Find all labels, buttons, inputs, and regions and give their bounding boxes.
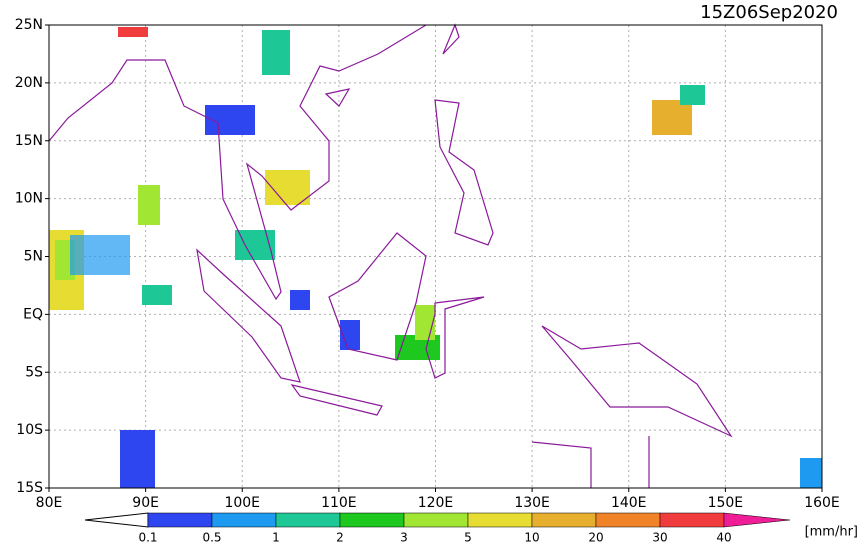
sulawesi (425, 296, 485, 379)
lat-label: 10S (16, 422, 43, 438)
colorbar-units: [mm/hr] (805, 525, 858, 540)
lat-label: 5S (25, 364, 43, 380)
colorbar-label: 3 (400, 531, 408, 544)
colorbar-label: 0.1 (138, 531, 157, 544)
rain-area (70, 235, 130, 275)
title: 15Z06Sep2020 (700, 2, 838, 23)
sumatra (196, 248, 301, 383)
lon-label: 80E (36, 495, 63, 511)
colorbar-box (147, 512, 213, 528)
coastline (48, 24, 427, 301)
lon-label: 110E (321, 495, 357, 511)
colorbar-box (531, 512, 597, 528)
colorbar-label: 10 (524, 531, 539, 544)
lon-label: 120E (418, 495, 454, 511)
colorbar-label: 5 (464, 531, 472, 544)
philippines (434, 99, 494, 246)
lon-label: 140E (611, 495, 647, 511)
rain-area (415, 305, 435, 340)
new-guinea (541, 325, 733, 438)
rain-area (290, 290, 310, 310)
rain-area (138, 185, 160, 225)
australia (531, 441, 592, 488)
rain-area (680, 85, 705, 105)
lon-label: 90E (132, 495, 159, 511)
lat-label: 20N (15, 75, 43, 91)
colorbar-high (723, 512, 791, 528)
colorbar-label: 0.5 (202, 531, 221, 544)
colorbar-box (595, 512, 661, 528)
rain-area (142, 285, 172, 305)
lat-label: 10N (15, 191, 43, 207)
precipitation (49, 27, 822, 488)
lon-label: 100E (224, 495, 260, 511)
lon-label: 160E (804, 495, 840, 511)
colorbar-label: 40 (716, 531, 731, 544)
hainan (324, 88, 351, 107)
lat-label: 15N (15, 133, 43, 149)
rain-area (120, 430, 155, 488)
colorbar-box (275, 512, 341, 528)
colorbar-box (339, 512, 405, 528)
axis-labels: 80E 90E 100E 110E 120E 130E 140E 150E 160E 25N 20N… (15, 17, 840, 511)
colorbar-label: 30 (652, 531, 667, 544)
lon-label: 130E (514, 495, 550, 511)
lat-label: 25N (15, 17, 43, 33)
taiwan (442, 23, 460, 55)
colorbar-box (659, 512, 725, 528)
lat-label: 5N (24, 249, 43, 265)
rain-area (118, 27, 148, 37)
colorbar-label: 2 (336, 531, 344, 544)
colorbar-box (211, 512, 277, 528)
colorbar-box (467, 512, 533, 528)
rain-area (235, 230, 275, 260)
lat-label: EQ (23, 306, 43, 322)
colorbar-box (403, 512, 469, 528)
colorbar: 0.1 0.5 1 2 3 5 10 20 30 40 [mm/hr] (84, 512, 858, 544)
rain-area (262, 30, 290, 75)
colorbar-low (84, 512, 149, 528)
colorbar-label: 20 (588, 531, 603, 544)
borneo (328, 232, 427, 361)
rain-area (652, 100, 692, 135)
coastlines (48, 23, 733, 488)
rain-area (800, 458, 822, 488)
lon-label: 150E (708, 495, 744, 511)
java (290, 384, 383, 416)
colorbar-label: 1 (272, 531, 280, 544)
lat-label: 15S (16, 480, 43, 496)
grid (49, 25, 822, 488)
